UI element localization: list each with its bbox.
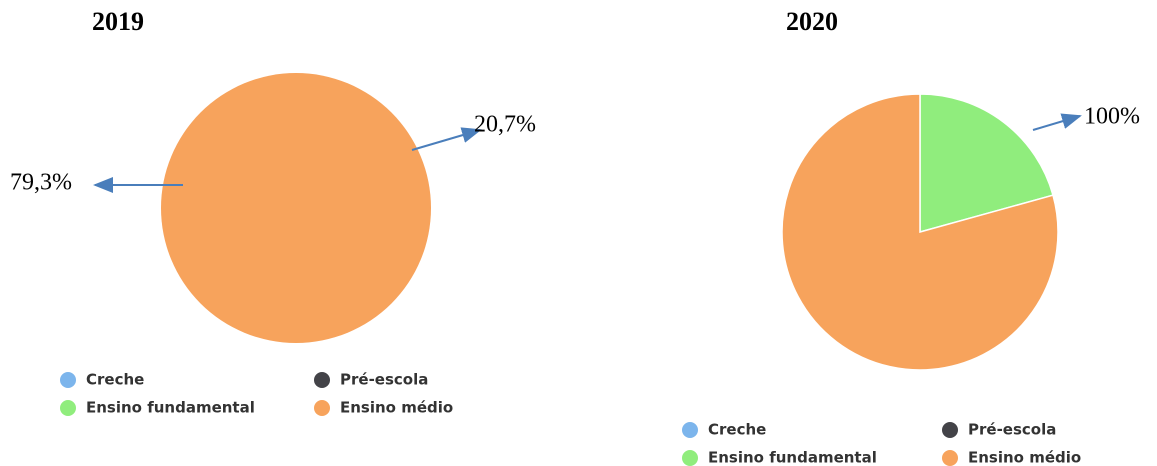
pie-slice xyxy=(161,73,431,343)
annotation: 100% xyxy=(1084,104,1140,130)
chart-title: 2020 xyxy=(786,7,838,36)
legend-label: Ensino fundamental xyxy=(86,399,255,417)
legend-label: Creche xyxy=(708,421,766,439)
legend-label: Pré-escola xyxy=(968,421,1056,439)
annotation-arrow xyxy=(411,127,482,151)
legend-marker xyxy=(314,400,330,416)
pie-slice xyxy=(781,93,1059,371)
legend-marker xyxy=(314,372,330,388)
legend-label: Ensino médio xyxy=(340,399,453,417)
legend-marker xyxy=(682,422,698,438)
legend-label: Creche xyxy=(86,371,144,389)
legend-label: Ensino fundamental xyxy=(708,449,877,466)
legend-marker xyxy=(942,422,958,438)
legend-label: Ensino médio xyxy=(968,449,1081,466)
legend-marker xyxy=(60,400,76,416)
annotation-arrow xyxy=(1032,113,1082,131)
legend-marker xyxy=(942,450,958,466)
annotation: 79,3% xyxy=(10,170,72,196)
chart-title: 2019 xyxy=(92,7,144,36)
legend-marker xyxy=(682,450,698,466)
legend-label: Pré-escola xyxy=(340,371,428,389)
legend-marker xyxy=(60,372,76,388)
pie-slice xyxy=(919,93,1054,233)
annotation: 20,7% xyxy=(474,112,536,138)
